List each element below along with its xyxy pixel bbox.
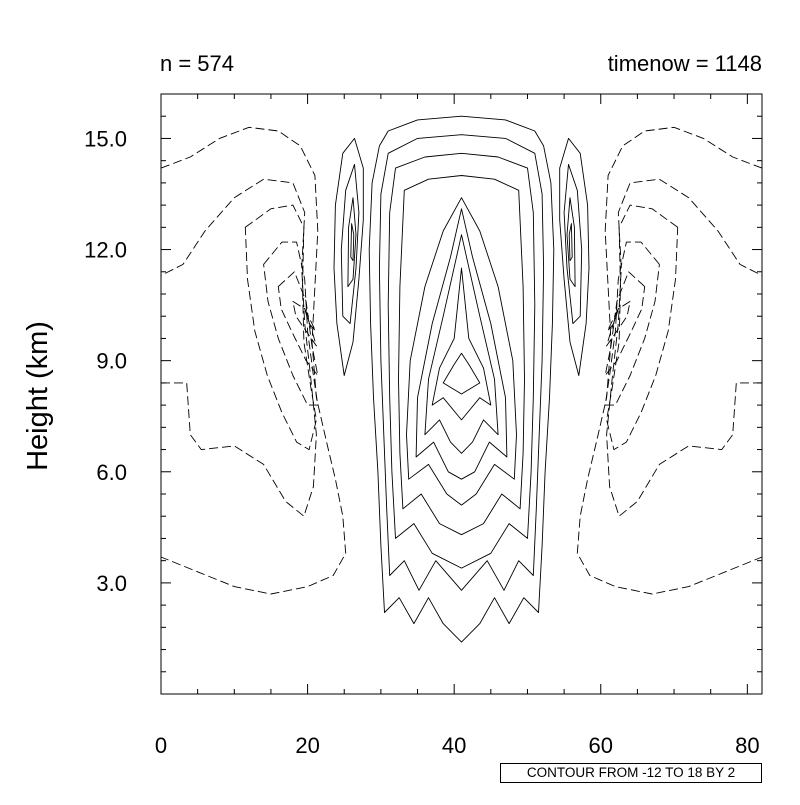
right-title: timenow = 1148 [607, 51, 762, 76]
positive-contour-7 [431, 267, 492, 421]
positive-contour-6 [424, 234, 499, 454]
x-tick-label-40: 40 [442, 733, 466, 758]
positive-contour-4 [406, 197, 517, 506]
positive-contour-8 [442, 352, 481, 395]
positive-contour-13 [559, 137, 590, 376]
negative-contour-6 [304, 308, 317, 332]
y-tick-label-15.0: 15.0 [84, 126, 127, 151]
positive-contour-15 [566, 197, 576, 288]
positive-contour-5 [415, 208, 508, 480]
y-tick-label-12.0: 12.0 [84, 238, 127, 263]
contour-info-label: CONTOUR FROM -12 TO 18 BY 2 [500, 763, 762, 783]
y-tick-label-6.0: 6.0 [96, 460, 127, 485]
left-title: n = 574 [160, 51, 235, 76]
negative-contour-12 [606, 300, 631, 347]
x-tick-label-20: 20 [295, 733, 319, 758]
negative-contour-4 [277, 271, 319, 376]
axes-layer: 0 20 40 60 80 3.0 6.0 9.0 12.0 15.0 Height (km) [22, 93, 763, 758]
negative-contour-2 [244, 204, 317, 451]
positive-contour-1 [378, 134, 545, 591]
positive-contour-14 [563, 163, 583, 325]
y-axis-title: Height (km) [22, 321, 54, 471]
negative-contour-5 [292, 300, 317, 347]
positive-contour-9 [333, 137, 364, 376]
negative-contour-8 [606, 178, 763, 517]
plot-frame [160, 93, 763, 695]
positive-contour-11 [347, 197, 357, 288]
x-tick-label-0: 0 [155, 733, 167, 758]
x-tick-label-60: 60 [589, 733, 613, 758]
positive-contour-0 [368, 115, 555, 643]
positive-contour-2 [387, 152, 536, 569]
positive-contour-10 [340, 163, 360, 325]
negative-contour-0 [160, 126, 347, 595]
negative-contour-1 [160, 178, 317, 517]
y-tick-label-9.0: 9.0 [96, 349, 127, 374]
y-tick-label-3.0: 3.0 [96, 571, 127, 596]
positive-contour-16 [568, 223, 573, 262]
x-tick-label-80: 80 [735, 733, 759, 758]
negative-contour-3 [263, 241, 319, 406]
positive-contour-12 [350, 223, 355, 262]
negative-contour-9 [606, 204, 679, 451]
contour-layer [160, 115, 763, 643]
positive-contour-3 [398, 175, 525, 536]
negative-contour-11 [604, 271, 646, 376]
negative-contour-13 [606, 308, 619, 332]
negative-contour-10 [604, 241, 660, 406]
negative-contour-7 [576, 126, 763, 595]
